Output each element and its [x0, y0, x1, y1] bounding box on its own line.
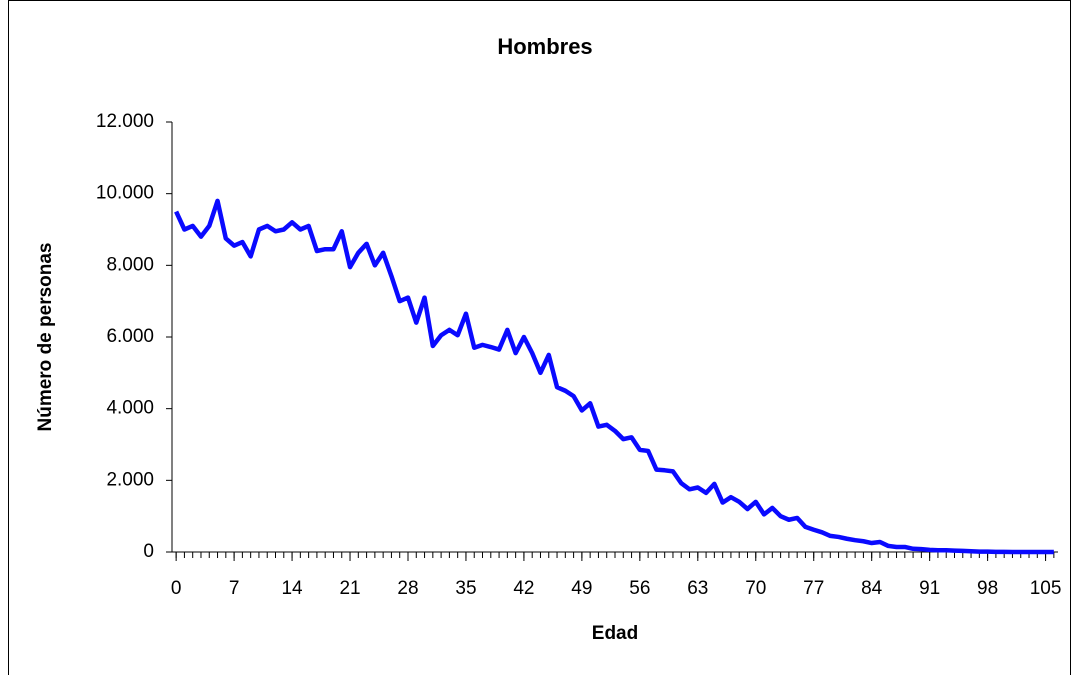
x-tick-label: 0 [171, 578, 182, 599]
x-tick-label: 14 [281, 578, 303, 599]
x-tick-label: 35 [455, 578, 476, 599]
y-tick-label: 10.000 [96, 183, 154, 204]
x-tick-label: 63 [687, 578, 708, 599]
y-tick-label: 2.000 [106, 469, 154, 490]
x-tick-label: 7 [229, 578, 240, 599]
x-tick-label: 84 [861, 578, 883, 599]
data-line [174, 198, 1054, 555]
x-tick-label: 98 [977, 578, 998, 599]
x-tick-label: 28 [397, 578, 418, 599]
chart-title: Hombres [497, 34, 592, 59]
y-tick-label: 6.000 [106, 326, 154, 347]
x-tick-label: 105 [1030, 578, 1062, 599]
x-tick-label: 49 [571, 578, 592, 599]
y-tick-label: 0 [143, 541, 154, 562]
y-tick-label: 8.000 [106, 254, 154, 275]
x-tick-label: 70 [745, 578, 766, 599]
x-tick-label: 42 [513, 578, 534, 599]
y-tick-label: 12.000 [96, 111, 154, 132]
x-tick-label: 91 [919, 578, 940, 599]
chart-frame [8, 0, 1071, 675]
x-tick-label: 21 [339, 578, 360, 599]
x-tick-label: 77 [803, 578, 824, 599]
y-tick-label: 4.000 [106, 398, 154, 419]
x-axis-label: Edad [592, 623, 638, 644]
x-tick-label: 56 [629, 578, 650, 599]
y-axis-label: Número de personas [35, 243, 56, 432]
